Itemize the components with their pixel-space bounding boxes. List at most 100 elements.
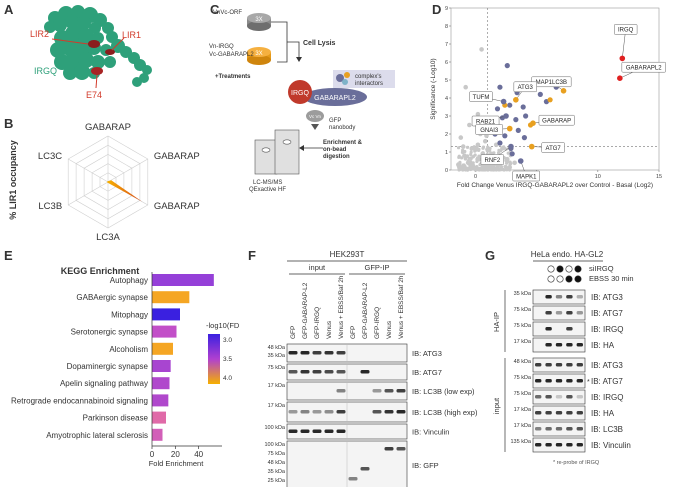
condition-circle (574, 275, 582, 283)
volcano-xtick: 15 (656, 174, 662, 180)
vn-irgq-label: Vn-IRGQ (209, 44, 234, 50)
kda-marker: 100 kDa (265, 425, 286, 431)
volcano-point-slate (507, 102, 513, 108)
volcano-label: RAB21 (476, 119, 496, 125)
volcano-point-bg (502, 168, 506, 172)
group-label: input (492, 397, 501, 414)
blot-band (372, 389, 382, 393)
blot-band (566, 427, 573, 431)
blot-band (384, 389, 394, 393)
kda-marker: 17 kDa (514, 339, 532, 345)
volcano-point-bg (497, 148, 501, 152)
volcano-label: TUFM (473, 95, 490, 101)
blot-label: IB: ATG7 (591, 309, 623, 318)
volcano-point-bg (461, 163, 465, 167)
siirgq-label: siIRGQ (589, 264, 614, 273)
svg-text:GFP: GFP (329, 118, 341, 124)
radar-spoke (68, 181, 109, 206)
svg-text:digestion: digestion (323, 154, 350, 160)
blot-label: IB: ATG3 (412, 349, 442, 358)
kegg-category-label: Apelin signaling pathway (60, 379, 148, 388)
volcano-point-slate (494, 106, 501, 112)
volcano-point-bg (503, 165, 507, 169)
kegg-bar (152, 394, 169, 407)
volcano-ytick: 7 (445, 42, 448, 48)
kegg-legend-title: -log10(FDR) (206, 321, 240, 330)
label-lir1: LIR1 (122, 30, 141, 40)
blot-band (545, 295, 552, 299)
volcano-xtick: 0 (474, 174, 477, 180)
volcano-xlabel: Fold Change Venus IRGQ-GABARAPL2 over Co… (457, 182, 653, 189)
kegg-bar (152, 291, 190, 304)
blot-band (545, 311, 552, 315)
kegg-category-label: Autophagy (110, 276, 148, 285)
volcano-point-highlight (503, 113, 509, 119)
blot-band (555, 379, 563, 383)
kegg-bar (152, 360, 171, 372)
volcano-point-slate (502, 133, 508, 139)
kegg-xtick: 40 (194, 450, 203, 459)
kegg-bar (152, 274, 214, 286)
volcano-point-grey (476, 156, 482, 162)
protein-structure: LIR2 LIR1 IRGQ E74 (30, 5, 152, 100)
vc-gabarapl2-label: Vc-GABARAPL2 (209, 52, 254, 58)
blot-band (288, 351, 298, 355)
volcano-label: GABARAPL2 (626, 66, 662, 72)
kegg-xtick: 0 (150, 450, 155, 459)
kegg-bar (152, 308, 180, 321)
blot-band (535, 379, 542, 383)
volcano-point-bg (469, 156, 473, 161)
kda-marker: 100 kDa (265, 442, 286, 448)
blot-band (288, 429, 298, 433)
kegg-legend-tick: 3.0 (223, 337, 232, 344)
volcano-label-box (480, 154, 505, 165)
e74-site (91, 67, 103, 75)
kegg-legend-tick: 4.0 (223, 375, 232, 382)
volcano-ytick: 3 (445, 114, 448, 120)
kda-marker: 75 kDa (268, 365, 286, 371)
kda-marker: 17 kDa (268, 403, 286, 409)
volcano-ytick: 5 (445, 78, 448, 84)
volcano-label-box (614, 24, 638, 35)
volcano-point-bg (481, 145, 486, 149)
label-e74: E74 (86, 90, 102, 100)
radar-axis-label: GABARAP (85, 122, 131, 133)
blot-band (576, 443, 583, 447)
volcano-point-grey (493, 142, 499, 148)
blot-band (312, 410, 322, 414)
volcano-label: ATG3 (518, 85, 534, 91)
lir2-site (88, 40, 100, 48)
volcano-point-highlight (506, 125, 513, 132)
blot-band (566, 443, 573, 447)
volcano-point-grey (469, 146, 475, 151)
volcano-point-slate (523, 113, 529, 119)
blot-band (396, 389, 406, 393)
volcano-point-grey (475, 142, 481, 148)
volcano-point-bg (463, 166, 467, 170)
volcano-point-slate (509, 151, 515, 157)
kda-marker: 35 kDa (268, 353, 286, 359)
blot-band (566, 327, 573, 331)
blot-band (555, 443, 563, 447)
group-label: HA-IP (492, 312, 501, 332)
blot-band (336, 351, 346, 355)
condition-circle (556, 275, 564, 283)
workflow-schematic: 3X VnVc-ORF 3X Vn-IRGQ Vc-GABARAPL2 +Tre… (209, 10, 395, 193)
volcano-point-grey (463, 84, 468, 90)
blot-band (535, 443, 542, 447)
blot-label: IB: HA (591, 409, 615, 418)
volcano-point-bg (477, 167, 481, 171)
volcano-point-slate (513, 117, 519, 123)
volcano-point-grey (504, 156, 510, 162)
lane-label: Venus (386, 320, 393, 339)
ms-label-1: LC-MS/MS (253, 180, 282, 186)
blot-band (566, 395, 573, 399)
volcano-ytick: 8 (445, 24, 448, 30)
blot-band (336, 370, 346, 374)
kegg-category-label: Parkinson disease (83, 414, 149, 423)
volcano-plot: 0510150123456789Fold Change Venus IRGQ-G… (430, 6, 666, 189)
blot-label: IB: IRGQ (591, 393, 623, 402)
kegg-bar (152, 342, 173, 355)
lane-label: GFP-IRGQ (374, 307, 381, 339)
svg-text:Vc Vn: Vc Vn (309, 114, 322, 119)
